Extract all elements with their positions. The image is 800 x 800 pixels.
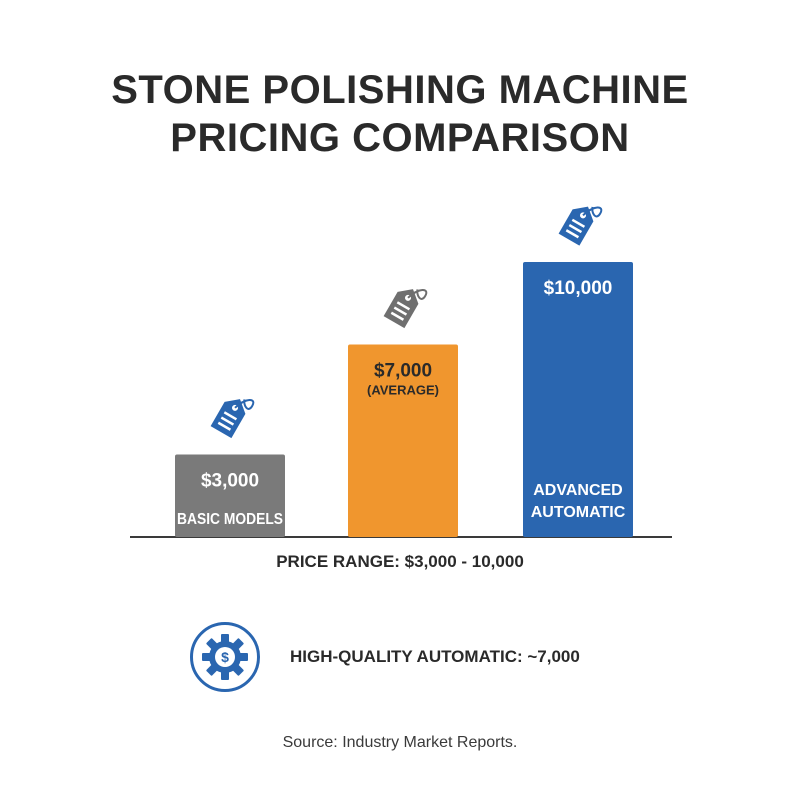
bar-1: [348, 344, 458, 537]
gear-dollar-icon: $: [190, 622, 260, 692]
category-label-2-0: ADVANCED: [533, 482, 622, 499]
price-tag-icon: [383, 288, 428, 329]
quality-badge: $ HIGH-QUALITY AUTOMATIC: ~7,000: [190, 622, 580, 692]
svg-text:$: $: [221, 649, 229, 665]
price-tag-icon: [210, 398, 255, 439]
category-label-2-1: AUTOMATIC: [531, 504, 626, 521]
bar-0: [175, 454, 285, 537]
quality-badge-text: HIGH-QUALITY AUTOMATIC: ~7,000: [290, 647, 580, 666]
title-line-2: PRICING COMPARISON: [170, 116, 630, 160]
value-label-2: $10,000: [544, 278, 613, 299]
category-label-1-0: (AVERAGE): [367, 383, 439, 398]
chart-title: STONE POLISHING MACHINE PRICING COMPARIS…: [0, 66, 800, 162]
category-label-0-0: BASIC MODELS: [177, 511, 283, 528]
title-line-1: STONE POLISHING MACHINE: [111, 68, 689, 112]
value-label-0: $3,000: [201, 471, 259, 492]
bar-2: [523, 262, 633, 537]
price-range-label: PRICE RANGE: $3,000 - 10,000: [276, 552, 524, 571]
value-label-1: $7,000: [374, 361, 432, 382]
price-tag-icon: [558, 206, 603, 246]
source-note: Source: Industry Market Reports.: [282, 734, 518, 751]
